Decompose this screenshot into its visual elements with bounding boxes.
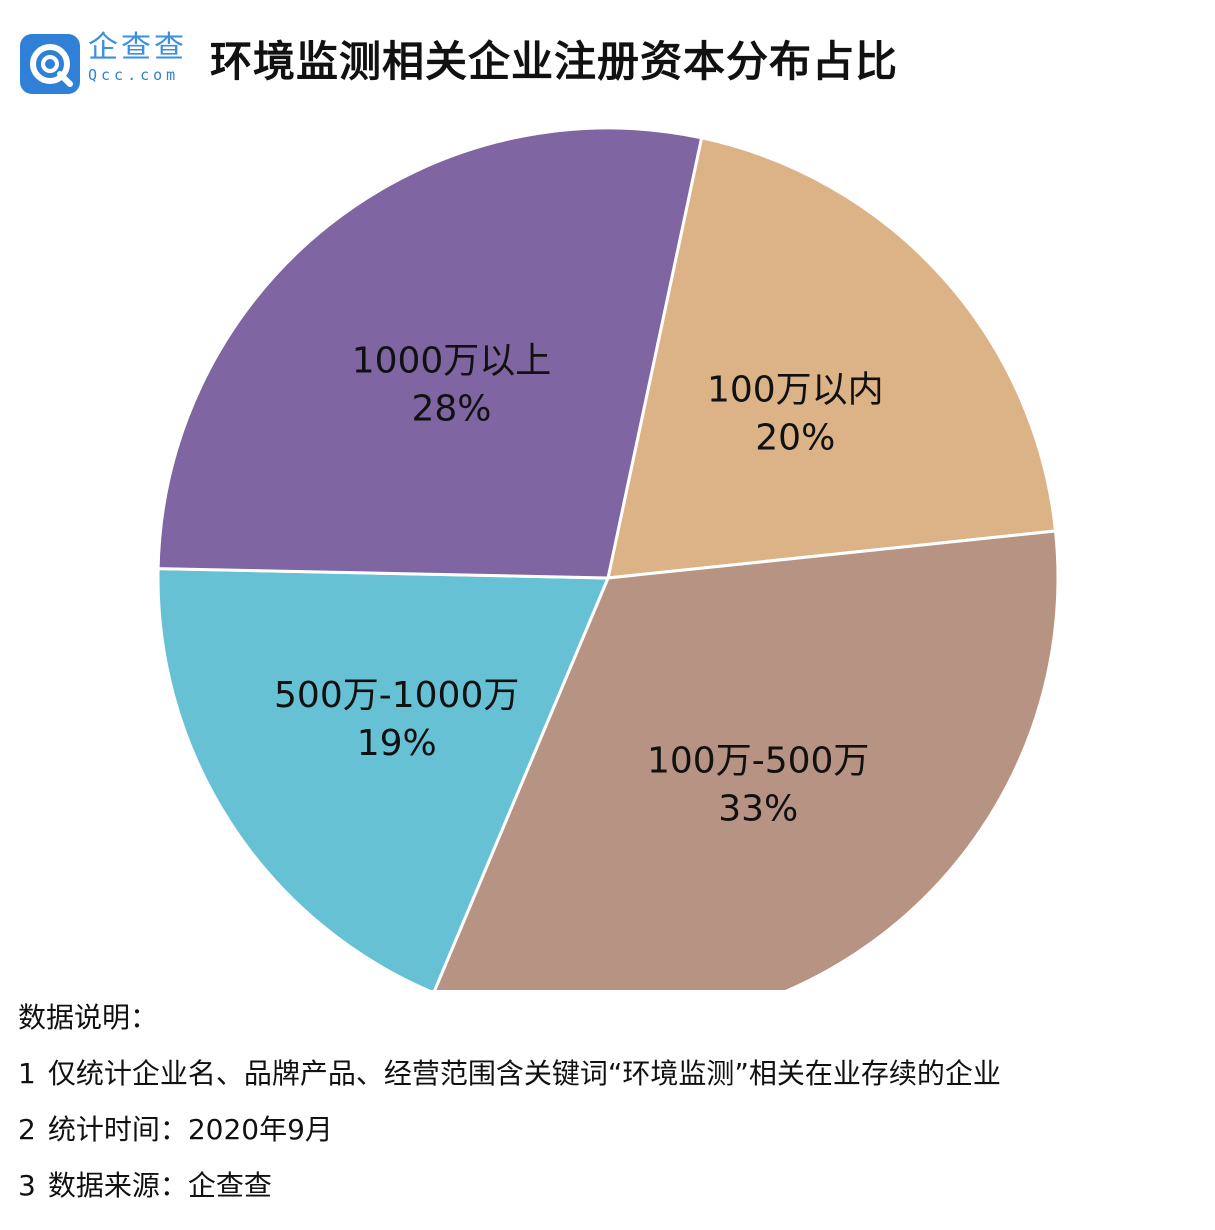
- header: 企查查 Qcc.com 环境监测相关企业注册资本分布占比: [0, 0, 1215, 110]
- note-number: 2: [18, 1113, 36, 1146]
- note-item-2: 2 统计时间：2020年9月: [18, 1102, 1208, 1158]
- slice-value-label: 33%: [718, 788, 798, 829]
- brand-name: 企查查: [88, 30, 187, 65]
- pie-slice: [433, 529, 1060, 990]
- note-number: 3: [18, 1169, 36, 1202]
- note-text: 数据来源：企查查: [47, 1169, 272, 1202]
- slice-labels: 100万以内 20% 100万-500万 33% 500万-1000万 19% 1000万以…: [274, 341, 884, 830]
- note-text: 统计时间：2020年9月: [47, 1113, 333, 1146]
- slice-label: 100万以内: [707, 369, 884, 410]
- slice-value-label: 19%: [357, 723, 437, 764]
- slice-label: 500万-1000万: [274, 675, 519, 716]
- brand: 企查查 Qcc.com: [88, 30, 187, 84]
- note-item-1: 1 仅统计企业名、品牌产品、经营范围含关键词“环境监测”相关在业存续的企业: [18, 1046, 1208, 1102]
- slice-label: 100万-500万: [647, 740, 869, 781]
- pie-chart-svg: 100万以内 20% 100万-500万 33% 500万-1000万 19% 1000万以…: [156, 126, 1060, 990]
- note-text: 仅统计企业名、品牌产品、经营范围含关键词“环境监测”相关在业存续的企业: [47, 1057, 1001, 1090]
- pie-slice: [156, 567, 611, 990]
- qcc-logo-icon: [20, 34, 80, 94]
- slice-label: 1000万以上: [352, 341, 552, 382]
- pie-chart: 100万以内 20% 100万-500万 33% 500万-1000万 19% 1000万以…: [0, 110, 1215, 990]
- pie-slice: [606, 136, 1058, 580]
- pie-slice: [156, 126, 704, 580]
- slice-value-label: 20%: [755, 417, 835, 458]
- slice-value-label: 28%: [411, 389, 491, 430]
- chart-title: 环境监测相关企业注册资本分布占比: [210, 37, 899, 86]
- note-item-3: 3 数据来源：企查查: [18, 1158, 1208, 1214]
- data-notes: 数据说明： 1 仅统计企业名、品牌产品、经营范围含关键词“环境监测”相关在业存续的…: [18, 990, 1208, 1214]
- notes-heading: 数据说明：: [18, 1001, 159, 1034]
- note-number: 1: [18, 1057, 36, 1090]
- brand-domain: Qcc.com: [88, 66, 180, 84]
